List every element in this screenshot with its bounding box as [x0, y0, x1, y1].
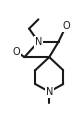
Text: N: N — [46, 87, 53, 97]
Text: O: O — [62, 21, 70, 31]
Text: N: N — [35, 37, 42, 47]
Text: O: O — [13, 47, 20, 57]
